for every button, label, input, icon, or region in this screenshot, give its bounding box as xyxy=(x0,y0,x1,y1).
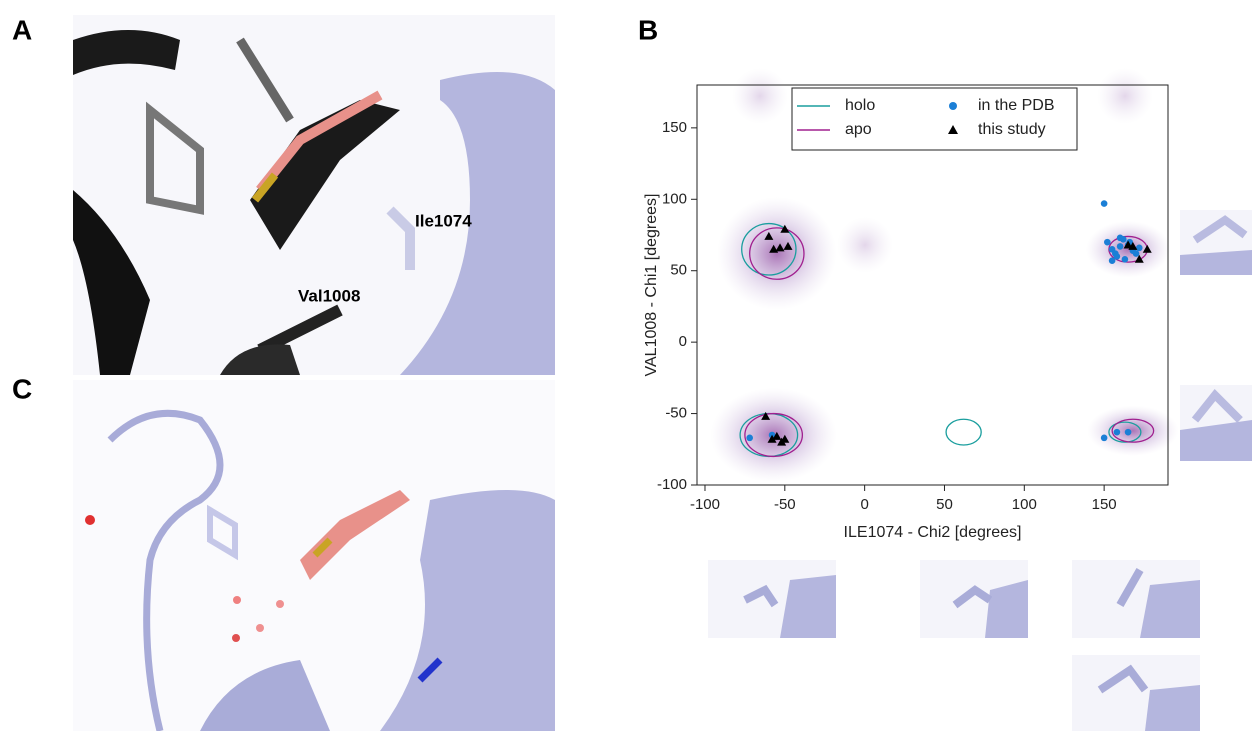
density xyxy=(837,217,893,273)
x-tick-label: -100 xyxy=(690,496,720,513)
legend-swatch xyxy=(949,102,957,110)
panel-label: B xyxy=(638,14,658,45)
panel-label: C xyxy=(12,373,32,404)
point xyxy=(761,411,771,420)
point xyxy=(1113,428,1121,436)
x-tick-label: 150 xyxy=(1092,496,1117,513)
legend-label: this study xyxy=(978,121,1046,138)
density xyxy=(1097,68,1153,124)
legend-label: apo xyxy=(845,121,872,138)
y-tick-label: -50 xyxy=(665,405,687,422)
point xyxy=(1135,244,1143,252)
point xyxy=(764,231,774,240)
point xyxy=(775,243,785,252)
contour xyxy=(749,227,805,280)
point xyxy=(767,434,777,443)
point xyxy=(746,434,753,442)
contour xyxy=(744,412,804,458)
point xyxy=(1128,241,1138,250)
contour xyxy=(945,418,982,446)
point xyxy=(1100,434,1108,442)
x-tick-label: -50 xyxy=(774,496,796,513)
structure-image-a xyxy=(73,15,555,375)
legend-swatch xyxy=(948,125,958,134)
point xyxy=(1116,243,1124,250)
density xyxy=(717,197,837,311)
point xyxy=(1100,200,1108,207)
point xyxy=(1113,253,1121,260)
legend: holo apo in the PDB this study xyxy=(791,87,1078,151)
x-axis-label: ILE1074 - Chi2 [degrees] xyxy=(844,524,1022,541)
point xyxy=(1108,257,1116,265)
contour xyxy=(741,222,797,276)
x-tick-label: 100 xyxy=(1012,496,1037,513)
point xyxy=(1121,255,1129,263)
legend-box xyxy=(791,87,1078,151)
structure-image-c xyxy=(73,380,555,731)
y-axis-label: VAL1008 - Chi1 [degrees] xyxy=(643,194,660,377)
point xyxy=(1142,244,1152,253)
panel-label: A xyxy=(12,14,32,45)
y-tick-label: 100 xyxy=(662,190,687,207)
y-tick-label: -100 xyxy=(657,476,687,493)
x-tick-label: 0 xyxy=(860,496,868,513)
point xyxy=(780,434,790,443)
density xyxy=(1087,405,1179,456)
density xyxy=(1085,221,1171,278)
residue-label: Val1008 xyxy=(298,286,360,305)
contour xyxy=(1108,421,1142,443)
contour xyxy=(1111,418,1155,443)
x-tick-label: 50 xyxy=(936,496,953,513)
point xyxy=(772,431,782,440)
y-tick-label: 150 xyxy=(662,119,687,136)
y-tick-label: 0 xyxy=(679,333,687,350)
legend-label: holo xyxy=(845,97,875,114)
point xyxy=(1104,238,1111,246)
density xyxy=(732,68,788,124)
plot: -100 -50 0 50 100 150 -100 -50 0 50 100 150 ILE1074 … xyxy=(643,68,1179,541)
point xyxy=(1132,250,1140,257)
y-tick-label: 50 xyxy=(670,262,687,279)
legend-label: in the PDB xyxy=(978,97,1054,114)
point xyxy=(1134,254,1144,263)
point xyxy=(780,224,790,233)
point xyxy=(783,241,793,250)
residue-label: Ile1074 xyxy=(415,211,472,230)
point xyxy=(1124,428,1132,436)
point xyxy=(1116,234,1124,242)
thumbnail-images xyxy=(708,210,1252,731)
plot-frame xyxy=(696,84,1169,486)
